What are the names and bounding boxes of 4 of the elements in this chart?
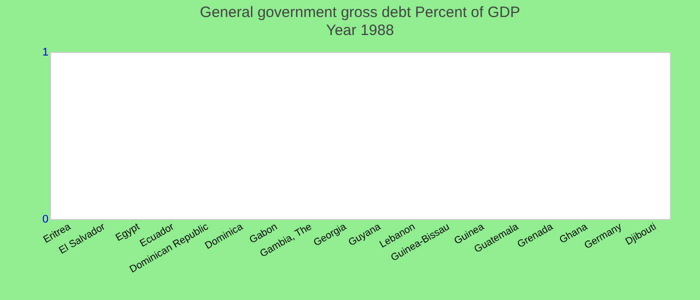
y-tick-label: 0 bbox=[42, 214, 48, 226]
chart-title: General government gross debt Percent of GDP bbox=[200, 4, 520, 21]
chart-subtitle: Year 1988 bbox=[326, 22, 394, 39]
y-tick-label: 1 bbox=[42, 46, 48, 58]
